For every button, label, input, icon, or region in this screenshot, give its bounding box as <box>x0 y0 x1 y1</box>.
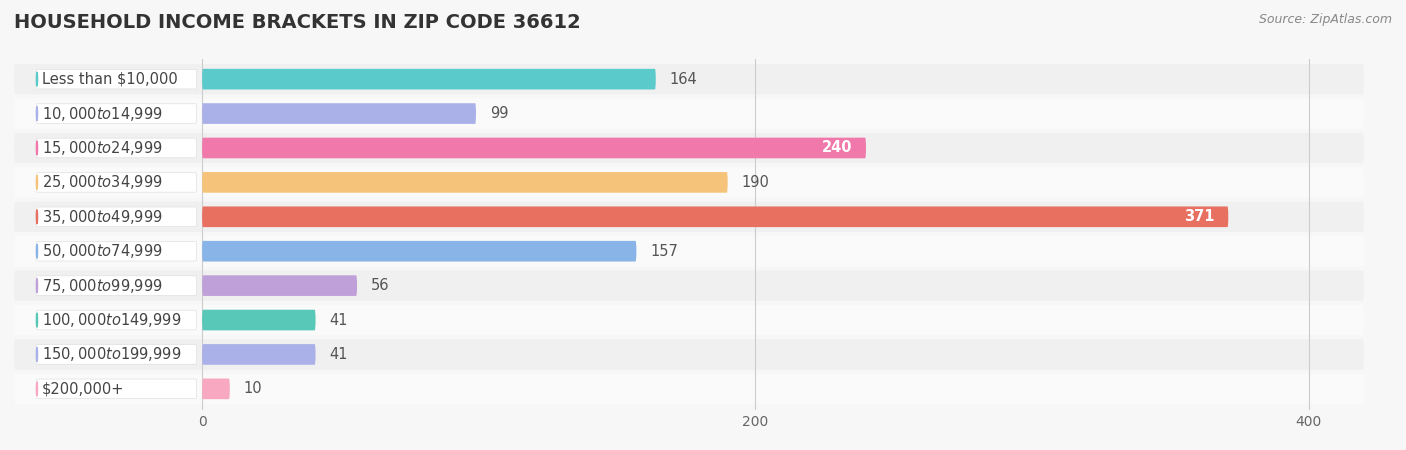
FancyBboxPatch shape <box>14 236 1364 266</box>
FancyBboxPatch shape <box>202 138 866 158</box>
FancyBboxPatch shape <box>37 104 197 123</box>
Text: $100,000 to $149,999: $100,000 to $149,999 <box>42 311 181 329</box>
FancyBboxPatch shape <box>202 344 315 365</box>
FancyBboxPatch shape <box>37 207 197 227</box>
FancyBboxPatch shape <box>14 64 1364 94</box>
FancyBboxPatch shape <box>37 69 197 89</box>
Text: Less than $10,000: Less than $10,000 <box>42 72 177 87</box>
Text: 41: 41 <box>329 313 347 328</box>
FancyBboxPatch shape <box>14 374 1364 404</box>
FancyBboxPatch shape <box>14 133 1364 163</box>
Text: $200,000+: $200,000+ <box>42 381 124 396</box>
FancyBboxPatch shape <box>14 99 1364 129</box>
Text: $15,000 to $24,999: $15,000 to $24,999 <box>42 139 163 157</box>
Text: 157: 157 <box>650 244 678 259</box>
FancyBboxPatch shape <box>37 310 197 330</box>
FancyBboxPatch shape <box>202 207 1229 227</box>
FancyBboxPatch shape <box>14 167 1364 198</box>
FancyBboxPatch shape <box>202 275 357 296</box>
FancyBboxPatch shape <box>37 379 197 399</box>
Text: 56: 56 <box>371 278 389 293</box>
Text: HOUSEHOLD INCOME BRACKETS IN ZIP CODE 36612: HOUSEHOLD INCOME BRACKETS IN ZIP CODE 36… <box>14 14 581 32</box>
Text: $25,000 to $34,999: $25,000 to $34,999 <box>42 173 163 191</box>
FancyBboxPatch shape <box>202 103 477 124</box>
Text: 164: 164 <box>669 72 697 87</box>
Text: $150,000 to $199,999: $150,000 to $199,999 <box>42 346 181 364</box>
FancyBboxPatch shape <box>202 172 728 193</box>
FancyBboxPatch shape <box>202 69 655 90</box>
Text: $50,000 to $74,999: $50,000 to $74,999 <box>42 242 163 260</box>
Text: 190: 190 <box>741 175 769 190</box>
FancyBboxPatch shape <box>37 138 197 158</box>
FancyBboxPatch shape <box>14 270 1364 301</box>
FancyBboxPatch shape <box>37 172 197 192</box>
FancyBboxPatch shape <box>202 378 229 399</box>
Text: 371: 371 <box>1184 209 1215 224</box>
Text: Source: ZipAtlas.com: Source: ZipAtlas.com <box>1258 14 1392 27</box>
FancyBboxPatch shape <box>202 241 637 261</box>
Text: 99: 99 <box>489 106 509 121</box>
FancyBboxPatch shape <box>37 241 197 261</box>
Text: $75,000 to $99,999: $75,000 to $99,999 <box>42 277 163 295</box>
Text: $10,000 to $14,999: $10,000 to $14,999 <box>42 104 163 122</box>
Text: 41: 41 <box>329 347 347 362</box>
Text: 240: 240 <box>821 140 852 155</box>
FancyBboxPatch shape <box>14 202 1364 232</box>
FancyBboxPatch shape <box>202 310 315 330</box>
FancyBboxPatch shape <box>14 339 1364 369</box>
FancyBboxPatch shape <box>37 276 197 296</box>
FancyBboxPatch shape <box>14 305 1364 335</box>
Text: 10: 10 <box>243 381 263 396</box>
Text: $35,000 to $49,999: $35,000 to $49,999 <box>42 208 163 226</box>
FancyBboxPatch shape <box>37 345 197 364</box>
